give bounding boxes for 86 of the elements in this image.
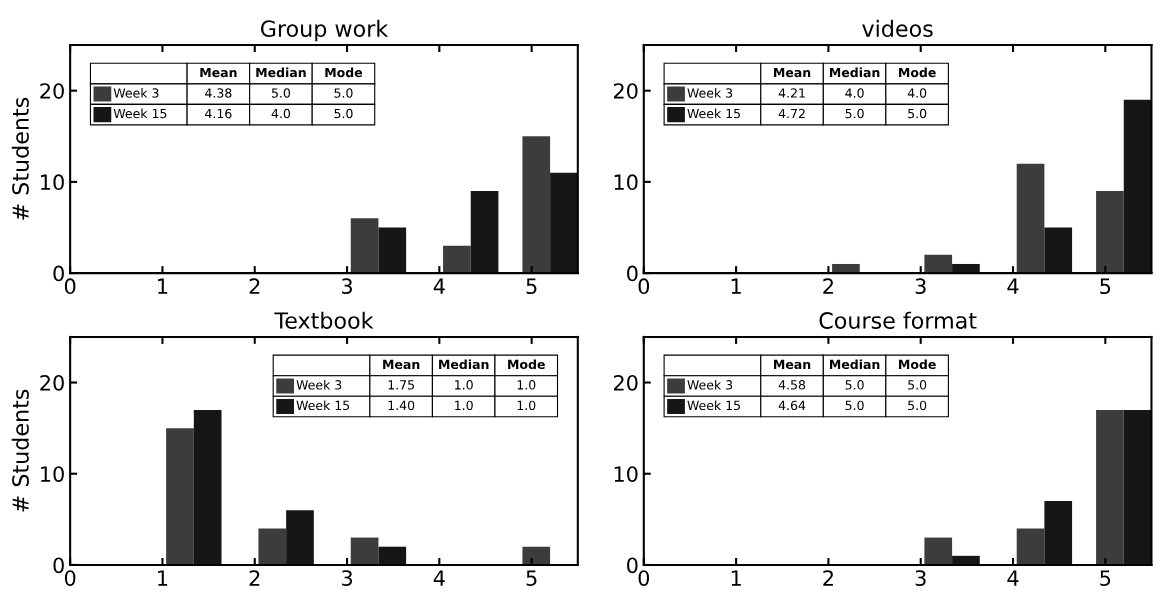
annotation: 4.64 (778, 400, 806, 411)
annotation: 5.0 (908, 108, 927, 119)
annotation: Mode (325, 67, 363, 78)
annotation: 1.75 (388, 380, 414, 390)
annotation: Median (829, 67, 880, 78)
legend-label: Week 3 (687, 88, 733, 98)
y-tick-label: 20 (613, 83, 638, 99)
y-tick-label: 0 (627, 265, 638, 282)
annotation: 5.0 (845, 380, 864, 390)
annotation: 1.0 (455, 400, 473, 411)
annotation: 4.0 (271, 108, 291, 119)
y-tick-label: 20 (613, 374, 638, 391)
x-tick-label: 3 (915, 278, 926, 295)
x-tick-label: 4 (1007, 570, 1019, 586)
y-tick-label: 10 (614, 174, 638, 191)
annotation: Mean (200, 67, 237, 78)
x-tick-label: 0 (64, 570, 76, 586)
annotation: 5.0 (908, 400, 927, 411)
y-axis-title: # Students (11, 389, 29, 512)
annotation: Median (256, 67, 306, 78)
annotation: 5.0 (908, 380, 927, 390)
annotation: 1.0 (517, 380, 536, 390)
annotation: Median (829, 359, 880, 370)
annotation: 4.38 (205, 88, 232, 98)
x-tick-label: 3 (915, 570, 926, 586)
chart-title: videos (862, 19, 933, 38)
annotation: Median (439, 359, 489, 370)
y-tick-label: 10 (614, 466, 638, 482)
x-tick-label: 1 (158, 570, 168, 586)
y-tick-label: 10 (41, 174, 64, 191)
x-tick-label: 3 (342, 570, 353, 586)
x-tick-label: 4 (1007, 278, 1019, 294)
x-tick-label: 1 (731, 278, 741, 294)
y-tick-label: 0 (53, 265, 64, 282)
x-tick-label: 4 (433, 570, 445, 586)
annotation: 1.0 (455, 380, 473, 390)
annotation: Mode (899, 359, 936, 370)
annotation: 4.0 (845, 88, 864, 98)
annotation: Mean (383, 359, 420, 370)
annotation: 4.21 (778, 88, 805, 98)
x-tick-label: 5 (1100, 570, 1111, 586)
x-tick-label: 5 (526, 570, 537, 586)
y-tick-label: 0 (53, 557, 64, 574)
x-tick-label: 0 (64, 278, 76, 295)
annotation: 4.72 (778, 108, 805, 119)
x-tick-label: 2 (823, 278, 833, 294)
x-tick-label: 2 (249, 278, 260, 294)
y-tick-label: 10 (41, 466, 64, 482)
annotation: 1.40 (388, 400, 415, 411)
x-tick-label: 4 (433, 278, 445, 294)
annotation: 5.0 (334, 88, 353, 98)
legend-label: Week 15 (296, 400, 350, 411)
annotation: 5.0 (334, 108, 353, 119)
x-tick-label: 2 (823, 570, 833, 586)
annotation: Mean (774, 67, 811, 78)
chart-title: Group work (260, 19, 389, 42)
annotation: 5.0 (845, 108, 864, 119)
legend-label: Week 3 (687, 379, 733, 390)
y-tick-label: 20 (40, 374, 64, 391)
x-tick-label: 1 (731, 570, 741, 586)
chart-title: Textbook (274, 311, 374, 329)
y-tick-label: 0 (627, 557, 638, 574)
x-tick-label: 3 (342, 278, 353, 295)
annotation: Mode (508, 359, 545, 370)
x-tick-label: 2 (249, 570, 260, 586)
annotation: Mean (774, 359, 811, 370)
y-axis-title: # Students (11, 97, 29, 220)
annotation: 1.0 (517, 400, 536, 411)
x-tick-label: 1 (158, 278, 168, 294)
legend-label: Week 3 (296, 379, 342, 390)
legend-label: Week 3 (113, 88, 159, 98)
x-tick-label: 0 (638, 278, 650, 295)
annotation: 4.0 (907, 88, 927, 98)
legend-label: Week 15 (113, 108, 167, 119)
annotation: Mode (899, 67, 936, 78)
x-tick-label: 0 (638, 570, 650, 586)
annotation: 4.16 (205, 108, 232, 119)
annotation: 5.0 (271, 88, 291, 98)
annotation: 4.58 (778, 380, 806, 390)
legend-label: Week 15 (687, 400, 740, 411)
legend-label: Week 15 (687, 108, 740, 119)
y-tick-label: 20 (40, 83, 64, 99)
chart-title: Course format (819, 311, 977, 329)
x-tick-label: 5 (526, 278, 537, 295)
annotation: 5.0 (845, 400, 864, 411)
x-tick-label: 5 (1100, 278, 1111, 295)
